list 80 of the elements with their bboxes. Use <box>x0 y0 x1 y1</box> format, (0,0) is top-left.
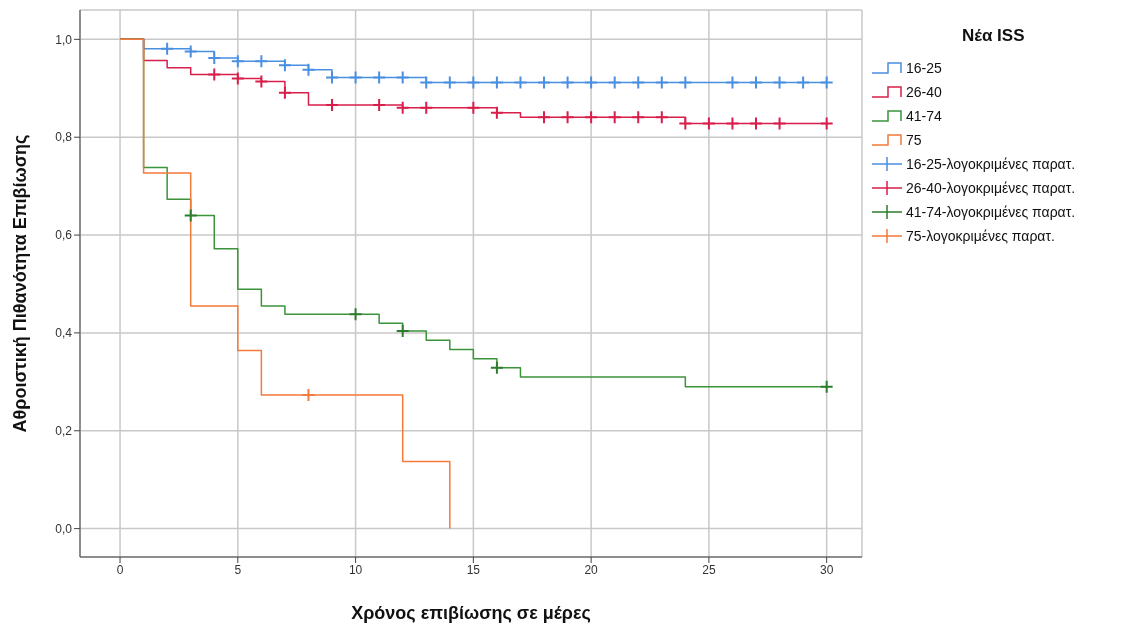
point <box>819 116 834 131</box>
point <box>348 70 363 85</box>
point <box>654 75 669 90</box>
point <box>796 75 811 90</box>
point <box>230 71 245 86</box>
point <box>301 62 316 77</box>
point <box>325 97 340 112</box>
point <box>442 75 457 90</box>
point <box>725 116 740 131</box>
point <box>419 100 434 115</box>
x-tick-label: 15 <box>466 562 481 577</box>
point <box>584 110 599 125</box>
point <box>749 75 764 90</box>
point <box>325 70 340 85</box>
legend-label: 16-25 <box>906 60 942 76</box>
point <box>772 116 787 131</box>
point <box>513 75 528 90</box>
legend-label: 26-40-λογοκριμένες παρατ. <box>906 180 1076 196</box>
legend-label: 16-25-λογοκριμένες παρατ. <box>906 156 1076 172</box>
y-tick-label: 1,0 <box>55 32 73 47</box>
point <box>395 100 410 115</box>
point <box>631 110 646 125</box>
point <box>277 58 292 73</box>
point <box>584 75 599 90</box>
point <box>395 323 410 338</box>
point <box>537 75 552 90</box>
y-tick-label: 0,8 <box>55 130 73 145</box>
x-tick-label: 30 <box>819 562 834 577</box>
y-tick-label: 0,6 <box>55 228 73 243</box>
legend-label: 41-74 <box>906 108 942 124</box>
point <box>207 67 222 82</box>
point <box>348 307 363 322</box>
y-tick-label: 0,4 <box>55 326 73 341</box>
x-tick-label: 0 <box>116 562 124 577</box>
x-tick-label: 20 <box>584 562 599 577</box>
point <box>772 75 787 90</box>
point <box>395 70 410 85</box>
point <box>372 97 387 112</box>
point <box>749 116 764 131</box>
legend-label: 41-74-λογοκριμένες παρατ. <box>906 204 1076 220</box>
point <box>254 54 269 69</box>
point <box>678 75 693 90</box>
point <box>607 110 622 125</box>
point <box>466 100 481 115</box>
point <box>372 70 387 85</box>
point <box>489 75 504 90</box>
point <box>560 110 575 125</box>
point <box>277 85 292 100</box>
point <box>254 74 269 89</box>
point <box>607 75 622 90</box>
point <box>654 110 669 125</box>
point <box>678 116 693 131</box>
point <box>725 75 740 90</box>
point <box>183 208 198 223</box>
point <box>183 44 198 59</box>
point <box>701 116 716 131</box>
point <box>489 360 504 375</box>
point <box>160 41 175 56</box>
x-tick-label: 5 <box>234 562 242 577</box>
legend-label: 26-40 <box>906 84 942 100</box>
point <box>819 379 834 394</box>
y-axis-title: Αθροιστική Πιθανότητα Επιβίωσης <box>10 134 31 433</box>
point <box>631 75 646 90</box>
x-tick-label: 25 <box>702 562 716 577</box>
point <box>419 75 434 90</box>
point <box>489 105 504 120</box>
point <box>301 388 316 403</box>
legend-label: 75-λογοκριμένες παρατ. <box>906 228 1055 244</box>
x-tick-label: 10 <box>348 562 363 577</box>
point <box>560 75 575 90</box>
point <box>819 75 834 90</box>
point <box>537 110 552 125</box>
point <box>466 75 481 90</box>
y-tick-label: 0,2 <box>55 424 73 439</box>
y-tick-label: 0,0 <box>55 521 73 536</box>
point <box>230 54 245 69</box>
point <box>207 50 222 65</box>
legend-title: Νέα ISS <box>962 26 1026 46</box>
legend-label: 75 <box>906 132 922 148</box>
x-axis-title: Χρόνος επιβίωσης σε μέρες <box>351 603 591 623</box>
